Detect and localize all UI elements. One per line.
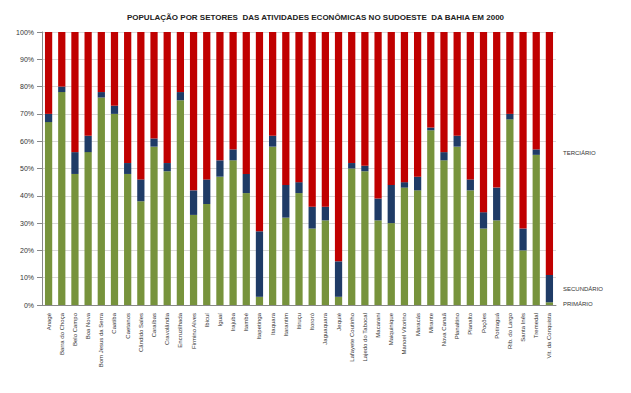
svg-text:SECUNDÁRIO: SECUNDÁRIO	[563, 286, 603, 292]
svg-text:Planaltino: Planaltino	[454, 312, 460, 339]
svg-text:10%: 10%	[20, 274, 34, 281]
svg-text:20%: 20%	[20, 247, 34, 254]
svg-text:0%: 0%	[24, 302, 34, 309]
svg-text:Belo Campo: Belo Campo	[72, 312, 78, 346]
svg-text:TERCIÁRIO: TERCIÁRIO	[563, 150, 596, 156]
svg-text:PRIMÁRIO: PRIMÁRIO	[563, 301, 593, 307]
svg-text:Cravolândia: Cravolândia	[164, 312, 170, 345]
svg-text:60%: 60%	[20, 138, 34, 145]
svg-text:Cândido Sales: Cândido Sales	[138, 313, 144, 352]
svg-text:Lajedo do Tabocal: Lajedo do Tabocal	[362, 313, 368, 362]
svg-text:Maiquinique: Maiquinique	[388, 312, 394, 345]
svg-text:40%: 40%	[20, 192, 34, 199]
svg-text:30%: 30%	[20, 220, 34, 227]
svg-text:Itororó: Itororó	[309, 312, 315, 330]
svg-text:Encruzilhada: Encruzilhada	[177, 312, 183, 347]
svg-text:80%: 80%	[20, 83, 34, 90]
svg-text:Potiraguá: Potiraguá	[494, 312, 500, 338]
svg-text:Itambé: Itambé	[243, 312, 249, 331]
svg-text:Poções: Poções	[481, 313, 487, 333]
svg-text:POPULAÇÃO POR SETORES DAS ATI: POPULAÇÃO POR SETORES DAS ATIVIDADES ECO…	[127, 13, 505, 22]
svg-text:Caraíbas: Caraíbas	[151, 313, 157, 337]
svg-text:Bom Jesus da Serra: Bom Jesus da Serra	[98, 312, 104, 367]
svg-text:Itaquara: Itaquara	[270, 312, 276, 335]
svg-text:Itiruçu: Itiruçu	[296, 313, 302, 329]
svg-text:Rib. do Largo: Rib. do Largo	[507, 312, 513, 349]
svg-text:Boa Nova: Boa Nova	[85, 312, 91, 339]
svg-text:Itarantim: Itarantim	[283, 313, 289, 336]
svg-text:70%: 70%	[20, 110, 34, 117]
svg-text:Manoel Vitorino: Manoel Vitorino	[401, 312, 407, 354]
svg-text:Nova Canaã: Nova Canaã	[441, 312, 447, 346]
svg-text:Macarani: Macarani	[375, 313, 381, 338]
svg-text:Maracás: Maracás	[415, 313, 421, 336]
svg-text:Santa Inês: Santa Inês	[520, 313, 526, 342]
svg-text:100%: 100%	[16, 29, 34, 36]
svg-text:Planalto: Planalto	[467, 312, 473, 334]
svg-text:Irajuba: Irajuba	[230, 312, 236, 331]
svg-text:Barra do Choça: Barra do Choça	[59, 312, 65, 355]
svg-text:Jequié: Jequié	[336, 312, 342, 330]
svg-text:Tremedal: Tremedal	[533, 313, 539, 338]
svg-text:Vit. da Conquista: Vit. da Conquista	[546, 312, 552, 358]
svg-text:Firmino Alves: Firmino Alves	[191, 313, 197, 349]
svg-text:Caetanos: Caetanos	[125, 313, 131, 339]
svg-text:Itapetinga: Itapetinga	[256, 312, 262, 339]
svg-text:Mirante: Mirante	[428, 312, 434, 333]
svg-text:Anagé: Anagé	[46, 312, 52, 330]
svg-text:90%: 90%	[20, 56, 34, 63]
svg-text:Lafayete Coutinho: Lafayete Coutinho	[349, 312, 355, 361]
svg-text:Jaguaquara: Jaguaquara	[322, 312, 328, 344]
svg-text:50%: 50%	[20, 165, 34, 172]
svg-text:Iguaí: Iguaí	[217, 313, 223, 327]
svg-text:Ibicuí: Ibicuí	[204, 313, 210, 328]
svg-text:Caatiba: Caatiba	[111, 312, 117, 333]
